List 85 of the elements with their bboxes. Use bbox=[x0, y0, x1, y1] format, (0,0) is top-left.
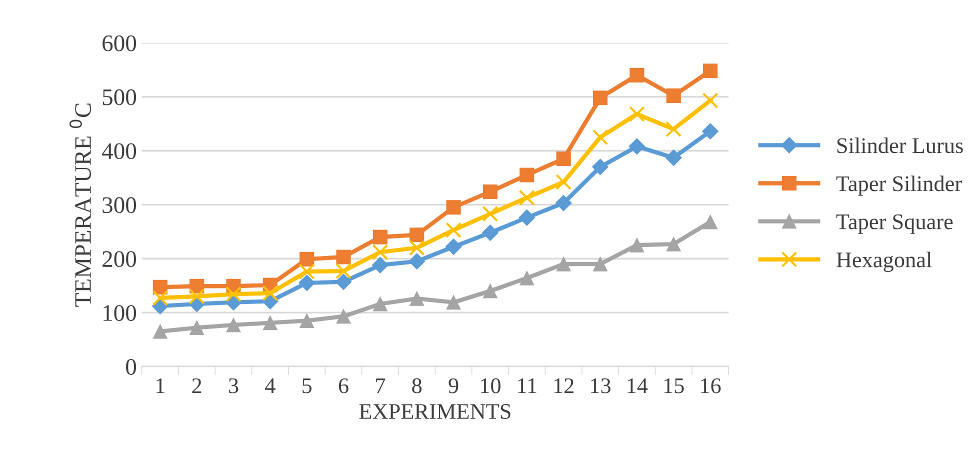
point bbox=[226, 286, 242, 302]
point bbox=[408, 253, 426, 270]
point bbox=[666, 88, 681, 103]
point bbox=[630, 68, 644, 82]
point bbox=[482, 284, 498, 298]
point bbox=[702, 64, 718, 78]
x-tick-label: 14 bbox=[628, 378, 648, 394]
x-tick-label: 13 bbox=[591, 378, 610, 394]
point bbox=[702, 123, 718, 140]
legend-label: Silinder Lurus bbox=[837, 138, 963, 154]
point bbox=[518, 190, 535, 206]
point bbox=[520, 270, 534, 286]
point bbox=[628, 106, 645, 122]
x-tick-label: 4 bbox=[265, 378, 276, 394]
point bbox=[482, 206, 498, 222]
x-axis-title: EXPERIMENTS bbox=[359, 404, 510, 419]
x-tick-label: 1 bbox=[156, 378, 164, 394]
point bbox=[410, 228, 424, 242]
x-tick-label: 7 bbox=[376, 378, 386, 394]
point bbox=[482, 184, 498, 200]
point bbox=[152, 290, 168, 306]
point bbox=[665, 150, 682, 166]
x-tick-label: 15 bbox=[664, 378, 684, 394]
point bbox=[592, 256, 608, 272]
x-tick-label: 11 bbox=[518, 378, 536, 394]
point bbox=[592, 129, 608, 146]
point bbox=[446, 295, 461, 310]
point bbox=[628, 138, 646, 155]
y-tick-label: 300 bbox=[102, 197, 136, 214]
legend-label: Taper Silinder bbox=[836, 176, 962, 196]
point bbox=[188, 288, 205, 304]
point bbox=[262, 285, 278, 302]
x-tick-label: 2 bbox=[192, 378, 202, 394]
y-tick-label: 400 bbox=[102, 143, 136, 160]
point bbox=[300, 313, 314, 328]
point bbox=[666, 236, 681, 252]
y-tick-label: 500 bbox=[102, 89, 136, 106]
point bbox=[702, 214, 718, 230]
point bbox=[190, 320, 204, 335]
legend-label: Taper Square bbox=[836, 214, 953, 234]
x-tick-label: 10 bbox=[481, 378, 500, 394]
y-axis-title: TEMPERATURE $^{0}$C bbox=[69, 104, 91, 307]
point bbox=[336, 309, 351, 324]
x-tick-label: 6 bbox=[338, 378, 348, 394]
point bbox=[336, 263, 352, 280]
point bbox=[630, 238, 644, 252]
point bbox=[702, 92, 718, 109]
point bbox=[556, 256, 571, 272]
point bbox=[408, 240, 425, 256]
y-tick-label: 600 bbox=[102, 35, 136, 52]
point bbox=[666, 121, 682, 138]
point bbox=[592, 158, 608, 176]
point bbox=[298, 264, 315, 280]
point bbox=[556, 174, 572, 190]
legend-label: Hexagonal bbox=[836, 252, 932, 272]
point bbox=[446, 200, 461, 215]
y-tick-label: 100 bbox=[104, 305, 136, 321]
point bbox=[372, 230, 388, 244]
point bbox=[336, 250, 351, 264]
point bbox=[262, 316, 278, 330]
point bbox=[482, 224, 498, 241]
point bbox=[372, 296, 388, 312]
x-tick-label: 16 bbox=[701, 378, 721, 394]
point bbox=[520, 168, 534, 182]
point bbox=[152, 324, 168, 339]
point bbox=[556, 152, 571, 166]
x-tick-label: 12 bbox=[554, 378, 574, 394]
y-tick-label: 200 bbox=[102, 251, 136, 268]
point bbox=[335, 274, 352, 290]
point bbox=[372, 256, 388, 274]
point bbox=[445, 238, 462, 255]
point bbox=[226, 318, 241, 332]
x-tick-label: 9 bbox=[448, 378, 458, 394]
point bbox=[518, 209, 536, 226]
y-tick-label: 0 bbox=[126, 359, 136, 375]
point bbox=[592, 90, 608, 106]
x-tick-label: 3 bbox=[229, 378, 238, 394]
x-tick-label: 8 bbox=[412, 378, 422, 394]
x-tick-label: 5 bbox=[302, 378, 312, 394]
point bbox=[298, 274, 316, 292]
point bbox=[300, 252, 314, 266]
point bbox=[372, 244, 388, 260]
point bbox=[446, 222, 462, 238]
point bbox=[555, 194, 572, 212]
point bbox=[410, 291, 424, 306]
